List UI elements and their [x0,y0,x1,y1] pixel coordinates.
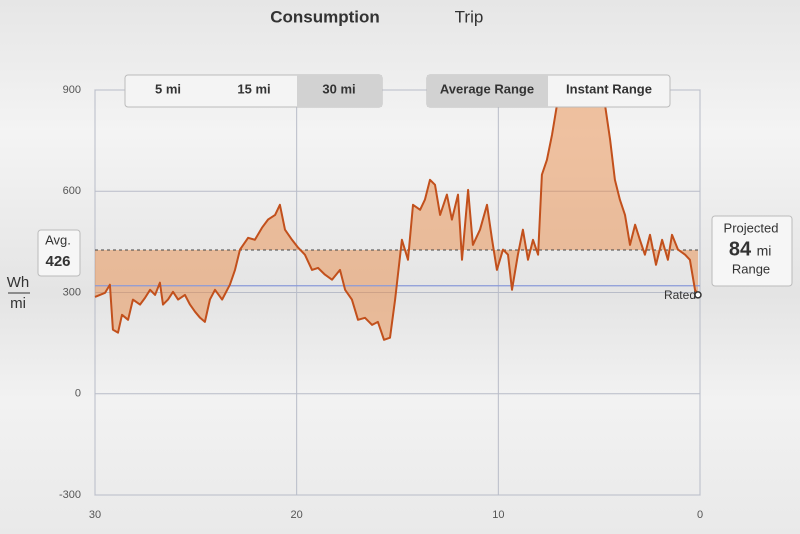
avg-box: Avg. 426 [37,229,81,277]
x-tick-label: 0 [697,509,703,521]
button-label[interactable]: 15 mi [237,81,270,96]
tab[interactable]: Trip [455,7,484,26]
box [711,215,793,287]
y-unit-bottom: mi [10,295,26,312]
tab[interactable]: Consumption [270,7,380,26]
x-tick-label: 20 [291,509,303,521]
x-tick-label: 10 [492,509,504,521]
button-label[interactable]: 30 mi [322,81,355,96]
projected-label: Range [732,261,770,276]
distance-buttons: 5 mi 15 mi 30 mi [124,74,383,108]
projected-unit: mi [757,243,772,259]
projected-box: Projected 84 mi Range [711,215,793,287]
rated-label: Rated [664,288,696,302]
button-label[interactable]: 5 mi [155,81,181,96]
area-fill [95,90,698,340]
y-tick-label: 900 [63,84,81,96]
button[interactable] [297,75,382,107]
range-buttons: Average Range Instant Range [426,74,671,108]
consumption-line [94,89,699,341]
y-unit: Wh mi [7,274,30,312]
button-label[interactable]: Average Range [440,81,534,96]
projected-title: Projected [724,220,779,235]
button[interactable] [427,75,548,107]
y-unit-top: Wh [7,274,30,291]
y-tick-label: 600 [63,185,81,197]
current-point [694,291,702,299]
projected-value: 84 [729,238,752,260]
y-tick-label: -300 [59,489,81,501]
y-tick-label: 0 [75,388,81,400]
box [37,229,81,277]
avg-label: Avg. [45,232,71,247]
button-label[interactable]: Instant Range [566,81,652,96]
avg-value: 426 [45,253,70,270]
x-tick-label: 30 [89,509,101,521]
y-tick-label: 300 [63,286,81,298]
